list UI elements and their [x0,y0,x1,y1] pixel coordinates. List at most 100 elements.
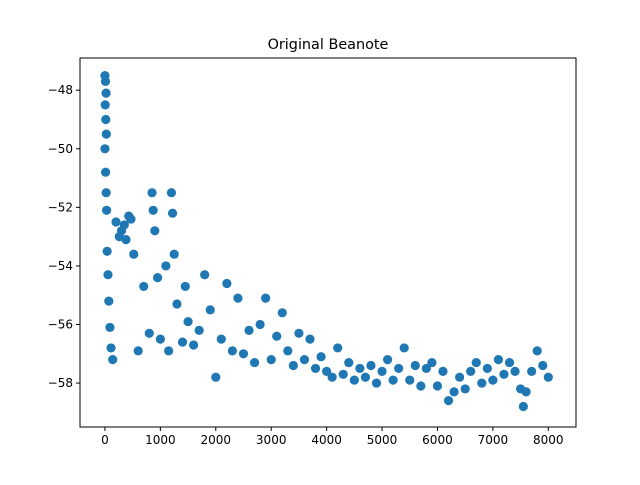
data-point [102,246,112,256]
data-point [172,299,182,309]
data-point [216,334,226,344]
data-point [126,214,136,224]
data-point [382,355,393,365]
data-point [443,396,454,406]
data-point [150,226,160,236]
data-point [449,387,459,397]
data-point [266,355,276,365]
data-point [101,129,111,139]
data-point [399,343,409,353]
data-point [532,346,542,356]
y-tick-label: −48 [48,83,73,97]
y-axis: −58 −56 −54 −52 −50 −48 [48,83,80,390]
data-point [277,308,287,318]
data-point [455,372,465,382]
data-point [377,366,387,376]
y-tick-label: −54 [48,259,73,273]
data-point [294,328,304,338]
data-point [360,372,371,382]
data-point [543,372,553,382]
data-point [100,144,110,154]
data-point [233,293,243,303]
data-point [322,366,332,376]
data-point [299,355,310,365]
y-tick-label: −52 [48,200,73,214]
data-point [488,375,498,385]
data-points [100,70,553,412]
data-point [104,296,114,306]
data-point [510,366,520,376]
data-point [161,261,171,271]
data-point [152,273,163,283]
data-point [244,325,254,335]
data-point [261,293,271,303]
data-point [101,188,111,198]
data-point [344,357,354,368]
data-point [101,88,111,98]
data-point [416,381,426,391]
data-point [169,249,179,259]
data-point [227,346,237,356]
data-point [410,360,420,371]
data-point [316,352,326,362]
plot-frame [79,57,577,428]
data-point [333,343,343,353]
data-point [100,76,111,87]
data-point [119,220,129,230]
data-point [111,217,121,227]
data-point [129,249,139,259]
data-point [327,372,337,382]
x-tick-label: 5000 [367,433,398,447]
data-point [166,188,177,198]
data-point [133,346,143,356]
data-point [283,346,293,356]
data-point [108,355,118,365]
data-point [200,270,210,280]
chart-title: Original Beanote [268,37,389,53]
data-point [388,375,398,385]
data-point [238,349,249,359]
data-point [460,384,470,394]
data-point [427,357,437,368]
data-point [100,100,110,110]
x-tick-label: 4000 [311,433,342,447]
data-point [255,319,265,330]
data-point [183,316,193,327]
data-point [144,328,154,338]
data-point [338,369,348,379]
x-tick-label: 1000 [145,433,176,447]
data-point [366,360,376,371]
data-point [147,188,157,198]
data-point [349,375,359,385]
data-point [272,331,282,341]
data-point [405,375,415,385]
data-point [139,281,149,292]
x-axis: 0 1000 2000 3000 4000 5000 6000 7000 8000 [101,427,564,447]
data-point [504,357,515,368]
data-point [310,363,321,374]
data-point [102,205,112,215]
data-point [164,346,174,356]
data-point [103,270,113,280]
data-point [527,366,537,376]
x-tick-label: 3000 [256,433,287,447]
data-point [205,305,215,315]
data-point [101,114,111,125]
y-tick-label: −58 [48,376,73,390]
data-point [288,360,298,371]
data-point [482,363,492,374]
data-point [521,387,531,397]
x-tick-label: 2000 [201,433,232,447]
data-point [518,401,528,412]
data-point [105,322,115,333]
data-point [106,343,116,353]
data-point [355,363,365,374]
x-tick-label: 8000 [533,433,564,447]
data-point [101,167,111,177]
data-point [471,357,481,368]
x-tick-label: 6000 [422,433,453,447]
data-point [155,334,165,344]
data-point [189,340,199,350]
